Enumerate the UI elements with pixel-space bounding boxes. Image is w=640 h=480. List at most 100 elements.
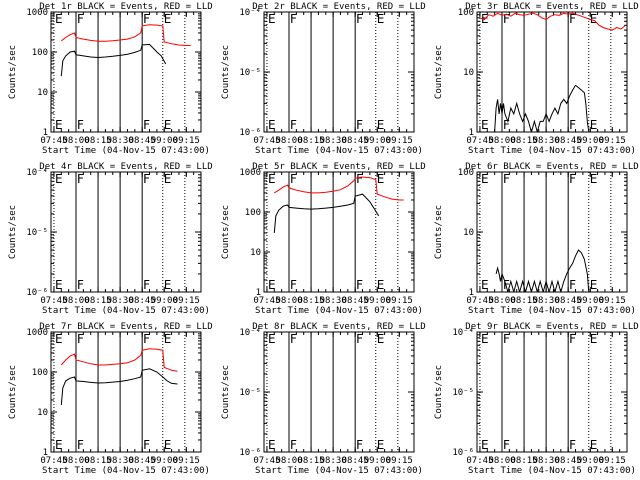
x-axis-label: Start Time (04-Nov-15 07:43:00): [255, 466, 423, 476]
marker-label-bottom: E: [164, 118, 172, 132]
y-tick-label: 1000: [26, 8, 48, 18]
marker-label-bottom: E: [268, 438, 276, 452]
marker-label-top: E: [164, 172, 172, 186]
plot-frame: [263, 331, 415, 453]
x-tick-label: 08:00: [275, 456, 302, 466]
x-tick-label: 09:00: [364, 136, 391, 146]
x-tick-label: 08:30: [533, 136, 560, 146]
marker-label-bottom: E: [590, 278, 598, 292]
marker-label-bottom: F: [143, 438, 150, 452]
plot-frame: [50, 331, 202, 453]
x-tick-label: 07:45: [40, 456, 67, 466]
marker-label-bottom: F: [143, 118, 150, 132]
x-tick-label: 08:15: [298, 456, 325, 466]
marker-label-top: F: [77, 172, 84, 186]
x-tick-label: 08:30: [107, 296, 134, 306]
x-tick-label: 09:00: [151, 136, 178, 146]
marker-label-bottom: E: [164, 278, 172, 292]
marker-label-top: F: [356, 332, 363, 346]
x-tick-label: 07:45: [40, 296, 67, 306]
marker-label-bottom: E: [590, 438, 598, 452]
x-tick-label: 08:00: [488, 136, 515, 146]
marker-label-top: F: [569, 332, 576, 346]
marker-label-top: F: [356, 172, 363, 186]
lld-series-line: [60, 24, 191, 46]
marker-label-top: F: [77, 12, 84, 26]
y-tick-label: 100: [32, 368, 48, 378]
panel-title: Det 3r BLACK = Events, RED = LLD: [465, 2, 638, 12]
y-tick-label: 100: [458, 168, 474, 178]
x-tick-label: 08:00: [275, 136, 302, 146]
y-axis-label: Counts/sec: [8, 205, 18, 259]
events-series-line: [60, 368, 178, 406]
lld-series-line: [479, 12, 626, 31]
panel-det-5: Det 5r BLACK = Events, RED = LLD 1 10 100 10…: [221, 162, 426, 316]
y-tick-label: 10⁻⁶: [239, 448, 261, 458]
panel-det-6: Det 6r BLACK = Events, RED = LLD 1 10 100 Co…: [434, 162, 639, 316]
x-tick-label: 08:45: [342, 296, 369, 306]
x-tick-label: 08:30: [320, 136, 347, 146]
x-tick-label: 08:15: [85, 296, 112, 306]
marker-label-top: F: [290, 332, 297, 346]
x-tick-label: 07:45: [253, 136, 280, 146]
x-tick-label: 08:00: [488, 296, 515, 306]
y-tick-label: 10⁻⁴: [26, 168, 48, 178]
y-axis-label: Counts/sec: [434, 45, 444, 99]
marker-label-top: E: [55, 332, 63, 346]
y-tick-label: 10⁻⁵: [239, 388, 261, 398]
y-axis-label: Counts/sec: [434, 205, 444, 259]
y-axis-label: Counts/sec: [221, 205, 231, 259]
panel-det-2: Det 2r BLACK = Events, RED = LLD 10⁻⁶ 10⁻⁵…: [221, 2, 426, 156]
marker-label-top: E: [377, 12, 385, 26]
y-tick-label: 10: [250, 248, 261, 258]
marker-label-bottom: E: [481, 118, 489, 132]
marker-label-top: F: [503, 332, 510, 346]
x-tick-label: 07:45: [466, 296, 493, 306]
marker-label-bottom: F: [290, 438, 297, 452]
marker-label-top: E: [268, 12, 276, 26]
panel-det-8: Det 8r BLACK = Events, RED = LLD 10⁻⁶ 10⁻⁵…: [221, 322, 426, 476]
x-tick-label: 08:15: [511, 136, 538, 146]
y-tick-label: 10⁻⁵: [26, 228, 48, 238]
x-tick-label: 09:00: [151, 456, 178, 466]
x-tick-label: 07:45: [466, 456, 493, 466]
x-axis-label: Start Time (04-Nov-15 07:43:00): [42, 306, 210, 316]
marker-label-top: E: [377, 332, 385, 346]
marker-label-top: F: [143, 332, 150, 346]
marker-label-bottom: F: [569, 278, 576, 292]
y-axis-label: Counts/sec: [221, 365, 231, 419]
y-axis-label: Counts/sec: [8, 45, 18, 99]
plot-frame: [50, 11, 202, 133]
x-tick-label: 08:45: [129, 456, 156, 466]
y-tick-label: 10⁻⁴: [452, 328, 474, 338]
x-axis-label: Start Time (04-Nov-15 07:43:00): [468, 466, 636, 476]
x-tick-label: 08:00: [62, 456, 89, 466]
y-tick-label: 10⁻⁶: [239, 128, 261, 138]
marker-label-bottom: E: [55, 438, 63, 452]
plot-frame: [263, 11, 415, 133]
marker-label-top: E: [377, 172, 385, 186]
y-tick-label: 10⁻⁴: [239, 328, 261, 338]
panel-title: Det 6r BLACK = Events, RED = LLD: [465, 162, 638, 172]
marker-label-bottom: F: [77, 438, 84, 452]
marker-label-bottom: E: [590, 118, 598, 132]
panel-title: Det 2r BLACK = Events, RED = LLD: [252, 2, 425, 12]
events-series-line: [495, 249, 590, 292]
y-tick-label: 100: [32, 48, 48, 58]
x-tick-label: 09:00: [364, 296, 391, 306]
x-tick-label: 09:15: [599, 136, 626, 146]
plot-frame: [50, 171, 202, 293]
x-tick-label: 08:30: [320, 456, 347, 466]
marker-label-top: F: [569, 12, 576, 26]
y-tick-label: 10⁻⁵: [239, 68, 261, 78]
panel-title: Det 7r BLACK = Events, RED = LLD: [39, 322, 212, 332]
x-tick-label: 09:15: [173, 456, 200, 466]
y-tick-label: 1: [43, 448, 48, 458]
lld-series-line: [274, 176, 404, 201]
x-tick-label: 08:00: [62, 296, 89, 306]
marker-label-bottom: F: [356, 278, 363, 292]
x-tick-label: 07:45: [253, 296, 280, 306]
marker-label-top: F: [356, 12, 363, 26]
y-tick-label: 1000: [239, 168, 261, 178]
x-tick-label: 07:45: [466, 136, 493, 146]
